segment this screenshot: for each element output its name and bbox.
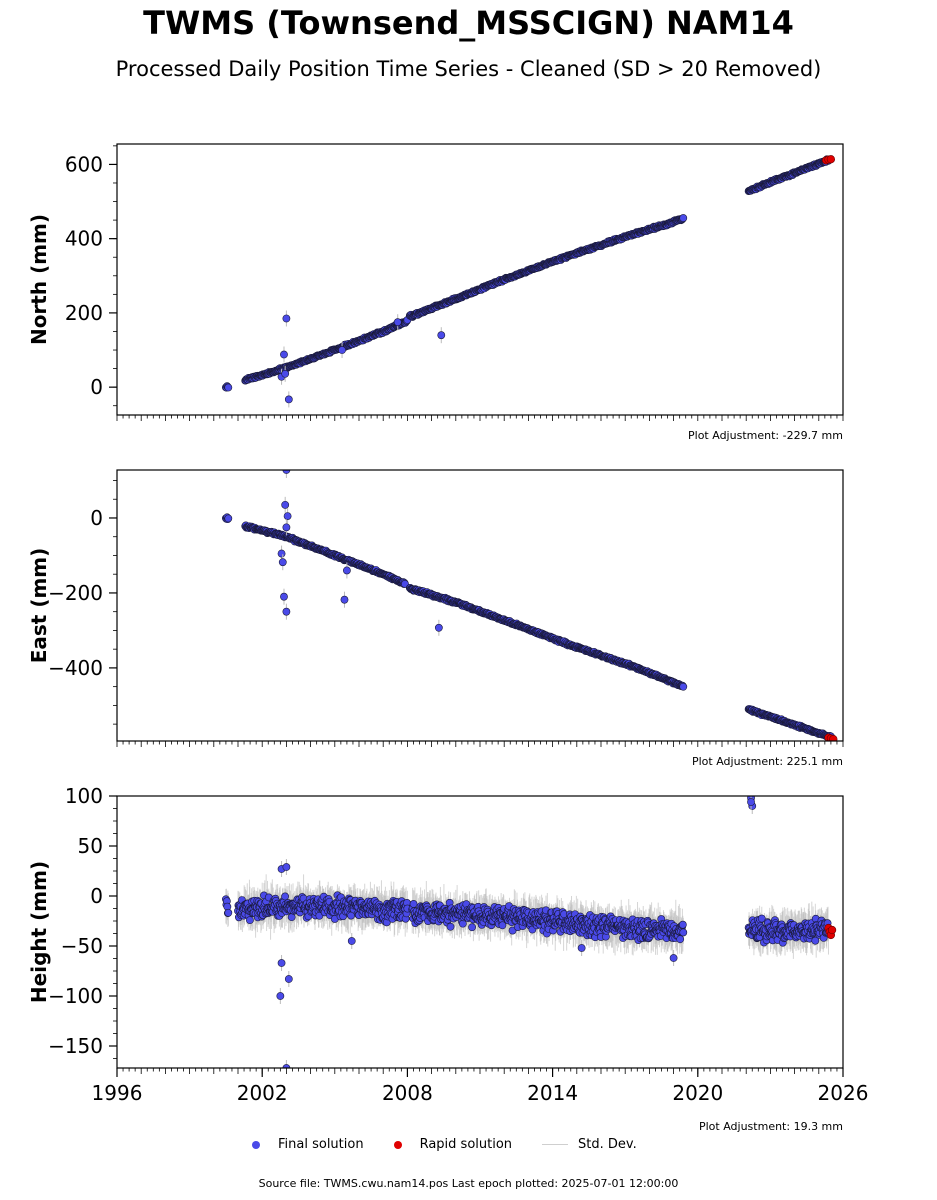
final-point: [280, 592, 288, 601]
final-point: [282, 470, 291, 474]
final-point: [245, 916, 254, 925]
final-point: [280, 350, 288, 359]
final-point: [437, 331, 446, 340]
final-point: [277, 549, 286, 558]
y-axis-label: North (mm): [27, 214, 51, 345]
final-point: [281, 892, 289, 901]
final-point: [287, 913, 296, 922]
final-point: [338, 346, 346, 354]
y-tick-label: −400: [48, 656, 103, 680]
y-axis-label: East (mm): [27, 548, 51, 664]
final-point: [224, 383, 233, 392]
final-point: [342, 566, 351, 575]
y-tick-label: 600: [65, 152, 103, 176]
final-point: [284, 395, 293, 404]
y-tick-label: 0: [90, 506, 103, 530]
rapid-point: [829, 735, 838, 741]
y-tick-label: 200: [65, 301, 103, 325]
chart-subtitle: Processed Daily Position Time Series - C…: [115, 57, 822, 81]
final-point: [393, 318, 402, 327]
final-point: [224, 514, 233, 523]
y-tick-label: 400: [65, 227, 103, 251]
plot-adjustment-label: Plot Adjustment: 225.1 mm: [692, 755, 843, 768]
final-point: [679, 214, 688, 222]
plot-area: [221, 155, 836, 408]
final-point: [282, 607, 291, 616]
final-point: [283, 512, 292, 521]
final-point: [281, 500, 290, 509]
final-point: [282, 523, 291, 532]
panel-3: 1996 2002 2008 2014 2020 2026100500−50−100−15…: [27, 784, 868, 1133]
y-tick-label: −200: [48, 581, 103, 605]
axes-frame: [116, 143, 844, 416]
final-point: [224, 908, 233, 917]
final-point: [278, 558, 287, 567]
plot-area: [221, 796, 837, 1068]
final-point: [679, 682, 688, 691]
final-point: [340, 595, 349, 604]
y-tick-label: 0: [90, 375, 103, 399]
final-point: [281, 369, 290, 378]
axes-frame: [116, 469, 844, 742]
panel-1: 0 200 400 600 North (mm) Plot Adjustment: -22…: [27, 143, 844, 442]
plot-adjustment-label: Plot Adjustment: -229.7 mm: [688, 429, 843, 442]
final-point: [434, 623, 443, 632]
plot-area: [221, 470, 838, 741]
chart-title: TWMS (Townsend_MSSCIGN) NAM14: [143, 4, 794, 42]
rapid-point: [826, 155, 836, 164]
final-point: [282, 314, 291, 323]
